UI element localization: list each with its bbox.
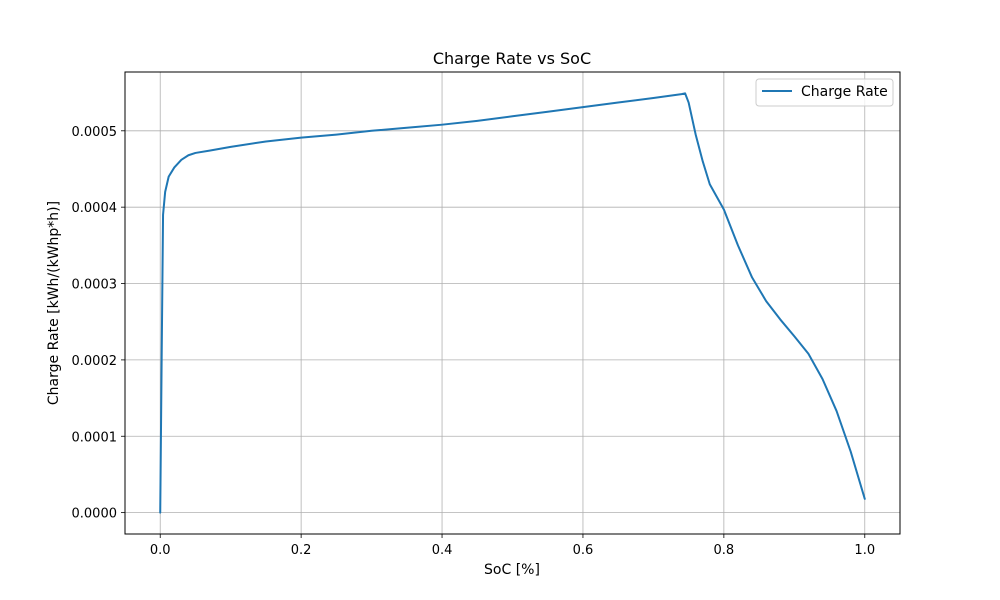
data-point bbox=[822, 378, 824, 380]
data-point bbox=[174, 167, 176, 169]
data-point bbox=[168, 176, 170, 178]
data-point bbox=[406, 127, 408, 129]
y-tick-label: 0.0000 bbox=[72, 507, 118, 522]
x-tick-label: 0.2 bbox=[291, 543, 312, 558]
data-point bbox=[695, 134, 697, 136]
data-point bbox=[684, 93, 686, 95]
data-point bbox=[336, 134, 338, 136]
data-point bbox=[751, 277, 753, 279]
data-point bbox=[195, 152, 197, 154]
chart-title: Charge Rate vs SoC bbox=[433, 49, 591, 68]
data-point bbox=[230, 146, 232, 148]
data-point bbox=[441, 124, 443, 126]
y-axis-ticks: 0.0000 0.0001 0.0002 0.0003 0.0004 0.0005 bbox=[72, 125, 125, 522]
data-point bbox=[779, 319, 781, 321]
data-point bbox=[737, 245, 739, 247]
data-point bbox=[688, 102, 690, 104]
data-point bbox=[864, 498, 866, 500]
data-point bbox=[653, 97, 655, 99]
data-point bbox=[836, 410, 838, 412]
legend-label: Charge Rate bbox=[801, 84, 888, 100]
x-tick-label: 1.0 bbox=[854, 543, 875, 558]
x-axis-ticks: 0.0 0.2 0.4 0.6 0.8 1.0 bbox=[150, 534, 875, 558]
legend-box bbox=[755, 78, 894, 107]
data-point bbox=[162, 214, 164, 216]
data-point bbox=[512, 115, 514, 117]
data-point bbox=[681, 93, 683, 95]
data-point bbox=[209, 150, 211, 152]
data-point bbox=[161, 359, 163, 361]
x-tick-label: 0.8 bbox=[714, 543, 735, 558]
x-tick-label: 0.0 bbox=[150, 543, 171, 558]
data-point bbox=[582, 106, 584, 108]
data-point bbox=[164, 191, 166, 193]
y-axis-label: Charge Rate [kWh/(kWhp*h)] bbox=[46, 201, 62, 405]
y-tick-label: 0.0003 bbox=[72, 278, 118, 293]
data-point bbox=[371, 130, 373, 132]
plot-frame bbox=[124, 71, 901, 535]
data-point bbox=[794, 335, 796, 337]
data-point bbox=[850, 451, 852, 453]
series-layer bbox=[159, 92, 866, 514]
data-point bbox=[159, 512, 161, 514]
data-point bbox=[181, 159, 183, 161]
legend: Charge Rate bbox=[755, 78, 894, 107]
y-tick-label: 0.0005 bbox=[72, 125, 118, 140]
data-point bbox=[808, 353, 810, 355]
data-point bbox=[265, 141, 267, 143]
grid-lines bbox=[125, 72, 900, 534]
data-point bbox=[765, 300, 767, 302]
series-line-charge-rate bbox=[159, 92, 866, 514]
x-tick-label: 0.6 bbox=[573, 543, 594, 558]
data-point bbox=[547, 111, 549, 113]
data-point bbox=[702, 161, 704, 163]
x-axis-label: SoC [%] bbox=[484, 562, 540, 578]
data-point bbox=[300, 137, 302, 139]
y-tick-label: 0.0004 bbox=[72, 201, 118, 216]
y-tick-label: 0.0001 bbox=[72, 430, 118, 445]
data-point bbox=[476, 120, 478, 122]
data-point bbox=[188, 154, 190, 156]
data-point bbox=[617, 102, 619, 104]
x-tick-label: 0.4 bbox=[432, 543, 453, 558]
data-point bbox=[709, 183, 711, 185]
y-tick-label: 0.0002 bbox=[72, 354, 118, 369]
data-point bbox=[723, 209, 725, 211]
